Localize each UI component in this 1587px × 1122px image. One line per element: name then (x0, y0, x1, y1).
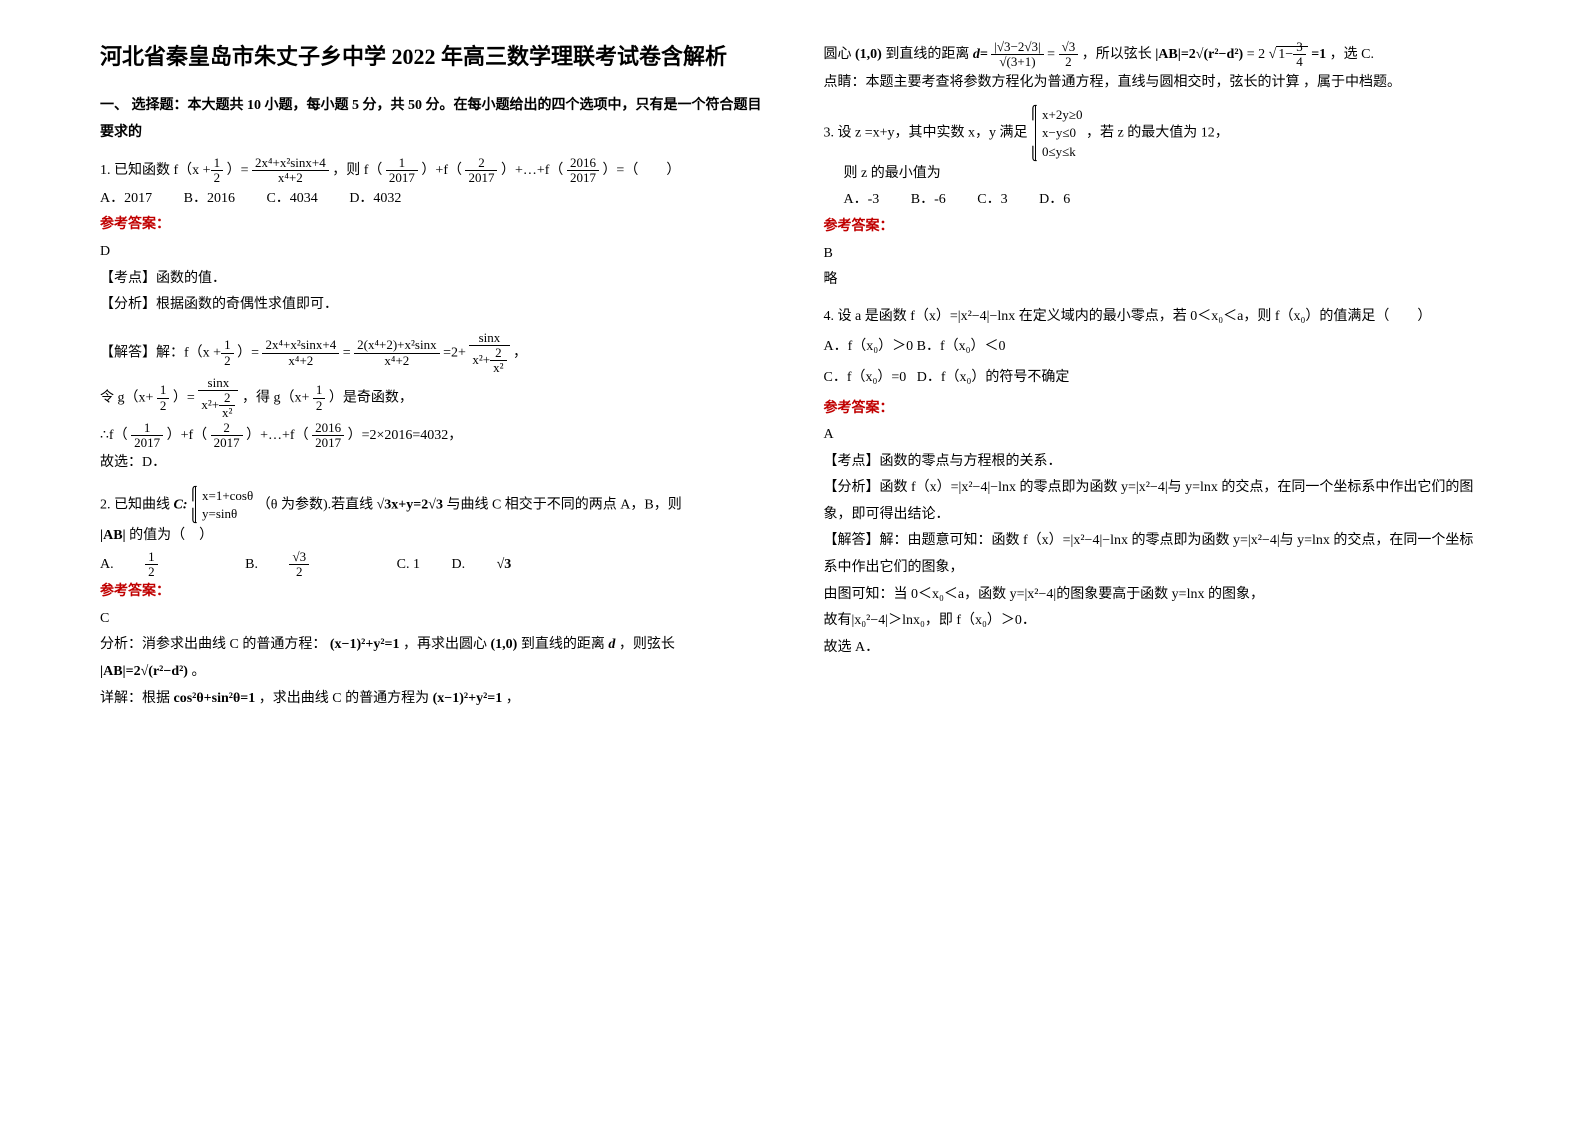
q2-answer: C (100, 606, 764, 633)
page-title: 河北省秦皇岛市朱丈子乡中学 2022 年高三数学理联考试卷含解析 (100, 40, 764, 73)
q1-fenxi: 【分析】根据函数的奇偶性求值即可． (100, 292, 764, 319)
q2-stem2: |AB| 的值为（ ） (100, 523, 764, 550)
q2-ana1: 分析：消参求出曲线 C 的普通方程： (x−1)²+y²=1 ，再求出圆心 (1… (100, 632, 764, 659)
q4-jd2: 由图可知：当 0＜x₀＜a，函数 y=|x²−4|的图象要高于函数 y=lnx … (824, 582, 1488, 609)
q3-optD: D．6 (1039, 192, 1070, 207)
q1-stem: 1. 已知函数 f（x +12 ）= 2x⁴+x²sinx+4x⁴+2 ，则 f… (100, 156, 764, 186)
section1-heading: 一、 选择题：本大题共 10 小题，每小题 5 分，共 50 分。在每小题给出的… (100, 93, 764, 146)
q1-kaodian: 【考点】函数的值． (100, 266, 764, 293)
q2: 2. 已知曲线 C: x=1+cosθ y=sinθ （θ 为参数).若直线 √… (100, 487, 764, 713)
q2-ref-label: 参考答案： (100, 579, 764, 606)
q4-optAB: A．f（x₀）＞0 B．f（x₀）＜0 (824, 334, 1488, 361)
q2-optA: A. 12 (100, 557, 214, 572)
q4-optD: D．f（x₀）的符号不确定 (917, 370, 1070, 385)
q3: 3. 设 z =x+y，其中实数 x，y 满足 x+2y≥0 x−y≤0 0≤y… (824, 106, 1488, 294)
q4-optA: A．f（x₀）＞0 (824, 339, 914, 354)
q1-answer: D (100, 239, 764, 266)
q4-jd1: 【解答】解：由题意可知：函数 f（x）=|x²−4|−lnx 的零点即为函数 y… (824, 528, 1488, 581)
q3-optA: A．-3 (844, 192, 880, 207)
q4-answer: A (824, 422, 1488, 449)
q3-ref-label: 参考答案： (824, 214, 1488, 241)
q4-ref-label: 参考答案： (824, 396, 1488, 423)
q2-dianji: 点睛：本题主要考查将参数方程化为普通方程，直线与圆相交时，弦长的计算 ，属于中档… (824, 70, 1488, 97)
q2-stem: 2. 已知曲线 C: x=1+cosθ y=sinθ （θ 为参数).若直线 √… (100, 487, 764, 523)
q4-jd3: 故有|x₀²−4|＞lnx₀，即 f（x₀）＞0． (824, 608, 1488, 635)
q1-optA: A．2017 (100, 191, 152, 206)
q4-fenxi: 【分析】函数 f（x）=|x²−4|−lnx 的零点即为函数 y=|x²−4|与… (824, 475, 1488, 528)
q3-answer: B (824, 241, 1488, 268)
q2-det: 详解：根据 cos²θ+sin²θ=1 ，求出曲线 C 的普通方程为 (x−1)… (100, 686, 764, 713)
q3-optC: C．3 (977, 192, 1007, 207)
q2-dist: 圆心 (1,0) 到直线的距离 d= |√3−2√3| √(3+1) = √32… (824, 40, 1488, 70)
q2-options: A. 12 B. √32 C. 1 D. √3 (100, 550, 764, 580)
q1-ref-label: 参考答案： (100, 212, 764, 239)
q1-so: ∴f（ 12017 ）+f（ 22017 ）+…+f（ 20162017 ）=2… (100, 421, 764, 451)
q1-stem-prefix: 1. 已知函数 f（x (100, 163, 199, 178)
q3-note: 略 (824, 267, 1488, 294)
q2-optC: C. 1 (397, 557, 420, 572)
q2-optB: B. √32 (245, 557, 365, 572)
q1-optC: C．4034 (266, 191, 317, 206)
q1-jieda: 【解答】解：f（x +12 ）= 2x⁴+x²sinx+4x⁴+2 = 2(x⁴… (100, 331, 764, 376)
q3-stem2: 则 z 的最小值为 (844, 161, 1488, 188)
q3-stem: 3. 设 z =x+y，其中实数 x，y 满足 x+2y≥0 x−y≤0 0≤y… (824, 106, 1488, 161)
q2-optD: D. √3 (451, 557, 511, 572)
q4-optB: B．f（x₀）＜0 (917, 339, 1006, 354)
q4-optC: C．f（x₀）=0 (824, 370, 907, 385)
q4: 4. 设 a 是函数 f（x）=|x²−4|−lnx 在定义域内的最小零点，若 … (824, 304, 1488, 662)
q2-cont: 圆心 (1,0) 到直线的距离 d= |√3−2√3| √(3+1) = √32… (824, 40, 1488, 96)
q3-optB: B．-6 (911, 192, 946, 207)
q4-kaodian: 【考点】函数的零点与方程根的关系． (824, 449, 1488, 476)
q3-options: A．-3 B．-6 C．3 D．6 (844, 187, 1488, 214)
q2-ana2: |AB|=2√(r²−d²) 。 (100, 659, 764, 686)
q1-g: 令 g（x+ 12 ）= sinx x²+2x² ，得 g（x+ 12 ）是奇函… (100, 376, 764, 421)
q1-optB: B．2016 (184, 191, 235, 206)
q1-options: A．2017 B．2016 C．4034 D．4032 (100, 186, 764, 213)
q1: 1. 已知函数 f（x +12 ）= 2x⁴+x²sinx+4x⁴+2 ，则 f… (100, 156, 764, 477)
q4-stem: 4. 设 a 是函数 f（x）=|x²−4|−lnx 在定义域内的最小零点，若 … (824, 304, 1488, 331)
q1-optD: D．4032 (349, 191, 401, 206)
q1-pick: 故选：D． (100, 450, 764, 477)
q4-optCD: C．f（x₀）=0 D．f（x₀）的符号不确定 (824, 365, 1488, 392)
q4-pick: 故选 A． (824, 635, 1488, 662)
